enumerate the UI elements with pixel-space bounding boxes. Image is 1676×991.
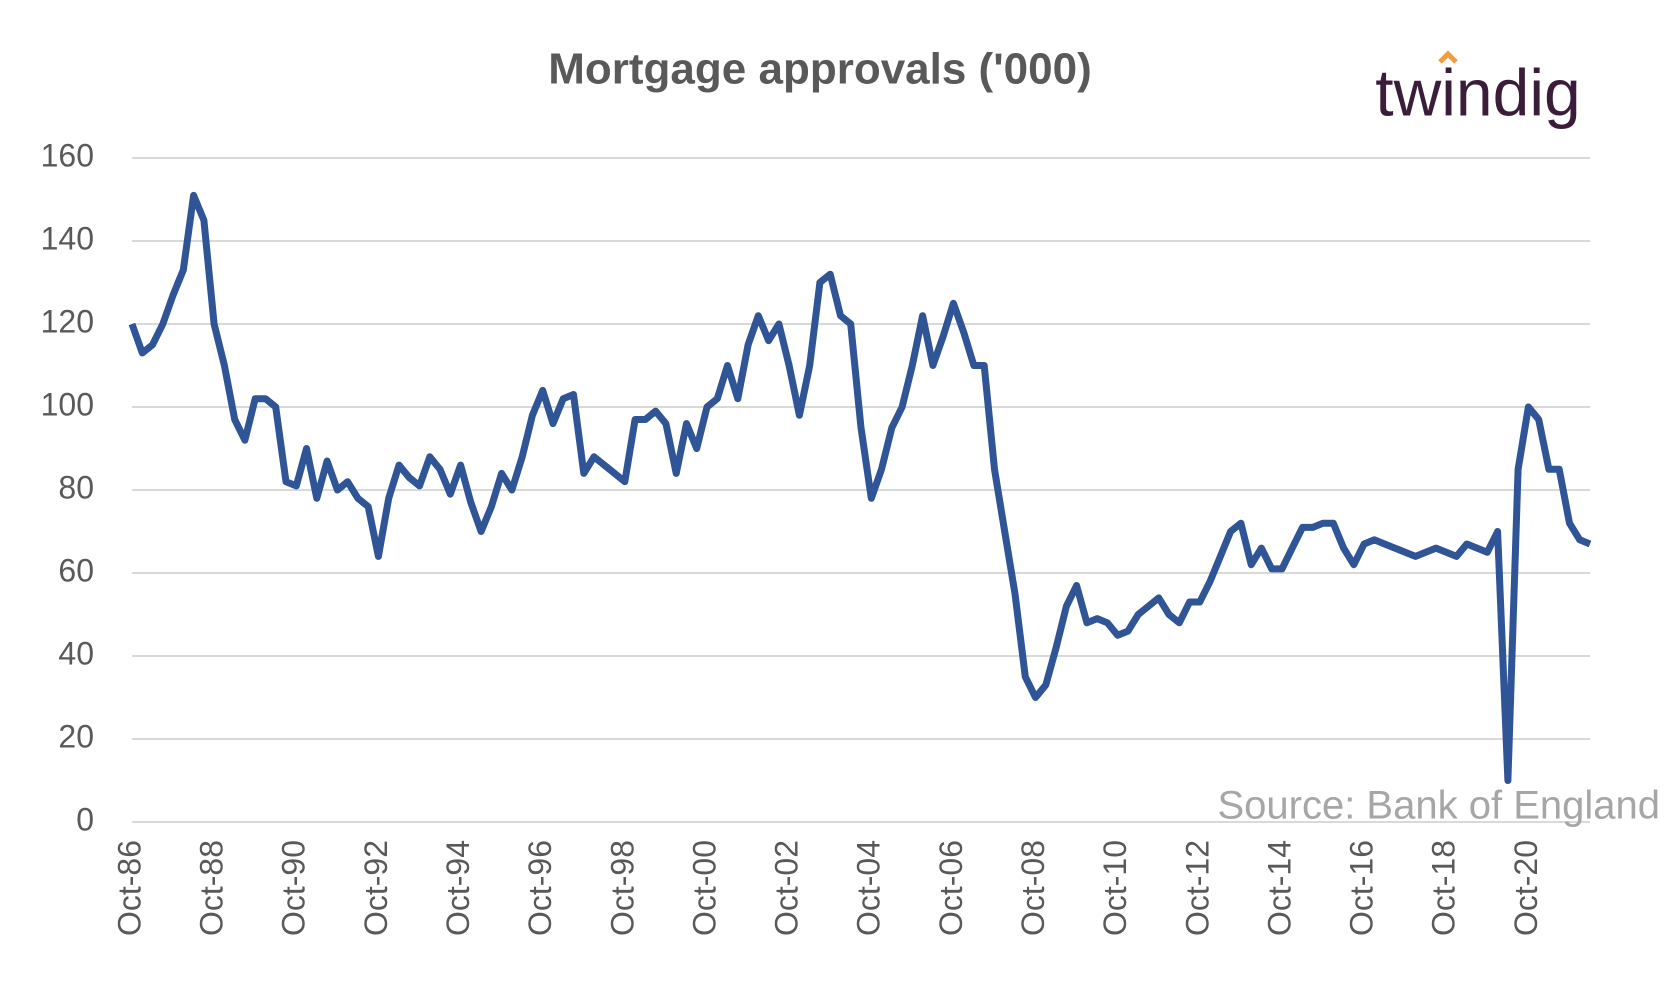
brand-logo: twindig — [1375, 55, 1580, 129]
x-tick-label: Oct-00 — [686, 840, 722, 936]
x-tick-label: Oct-94 — [440, 840, 476, 936]
x-tick-label: Oct-90 — [276, 840, 312, 936]
data-line — [128, 191, 1592, 784]
source-note: Source: Bank of England — [1217, 784, 1660, 828]
x-tick-label: Oct-16 — [1344, 840, 1380, 936]
x-tick-label: Oct-20 — [1508, 840, 1544, 936]
x-tick-label: Oct-18 — [1426, 840, 1462, 936]
y-tick-label: 20 — [58, 718, 94, 754]
x-tick-label: Oct-06 — [933, 840, 969, 936]
x-tick-label: Oct-96 — [522, 840, 558, 936]
y-tick-label: 60 — [58, 552, 94, 588]
y-tick-label: 160 — [41, 137, 94, 173]
x-tick-label: Oct-10 — [1097, 840, 1133, 936]
y-tick-label: 80 — [58, 469, 94, 505]
x-tick-label: Oct-02 — [769, 840, 805, 936]
logo-accent — [1438, 50, 1458, 64]
y-tick-label: 0 — [76, 801, 94, 837]
x-tick-label: Oct-14 — [1261, 840, 1297, 936]
y-tick-label: 140 — [41, 220, 94, 256]
x-tick-label: Oct-04 — [851, 840, 887, 936]
y-tick-label: 120 — [41, 303, 94, 339]
y-tick-label: 100 — [41, 386, 94, 422]
x-tick-label: Oct-12 — [1179, 840, 1215, 936]
x-tick-label: Oct-88 — [194, 840, 230, 936]
x-tick-label: Oct-98 — [604, 840, 640, 936]
x-tick-label: Oct-86 — [111, 840, 147, 936]
x-tick-label: Oct-92 — [358, 840, 394, 936]
chart-title: Mortgage approvals ('000) — [548, 45, 1092, 94]
y-tick-label: 40 — [58, 635, 94, 671]
x-tick-label: Oct-08 — [1015, 840, 1051, 936]
